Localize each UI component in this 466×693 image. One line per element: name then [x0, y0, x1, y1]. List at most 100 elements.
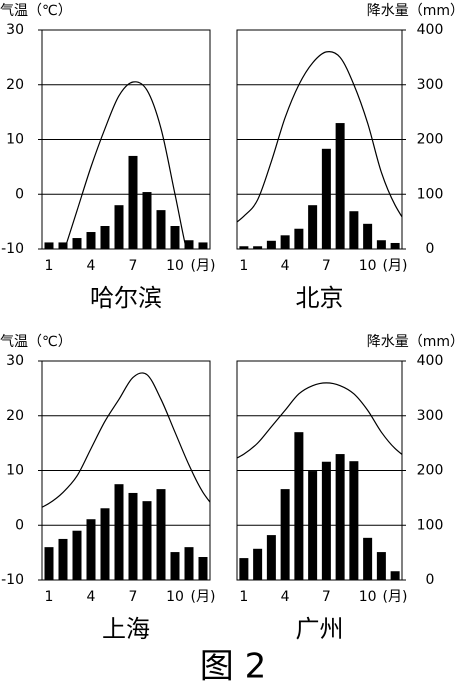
precipitation-bar [376, 240, 386, 249]
plot-area [237, 51, 402, 249]
x-tick-label: 10 [359, 258, 377, 274]
precipitation-bar [100, 226, 110, 249]
precipitation-bar [72, 238, 82, 249]
precipitation-bar [376, 552, 386, 580]
precipitation-bar [390, 242, 400, 249]
plot-frame [236, 360, 403, 581]
precipitation-bar [114, 484, 124, 580]
x-tick-label: 10 [166, 589, 184, 605]
x-tick-label: 7 [322, 258, 331, 274]
x-axis-label: (月) [383, 258, 408, 274]
precipitation-bar [349, 461, 359, 580]
precipitation-bar [280, 489, 290, 580]
plot-frame [236, 29, 403, 250]
x-axis-label: (月) [191, 258, 216, 274]
x-tick-label: 10 [359, 589, 377, 605]
y-tick-label: 0 [15, 517, 24, 533]
precipitation-bar [156, 210, 166, 249]
precipitation-bar [253, 548, 263, 580]
temperature-line [64, 81, 187, 249]
y2-tick-label: 0 [426, 241, 435, 257]
precipitation-bar [294, 228, 304, 249]
y-tick-label: 0 [15, 186, 24, 202]
precipitation-bar [128, 155, 138, 249]
precipitation-bar [86, 519, 96, 580]
precipitation-bar [44, 547, 54, 580]
precipitation-bar [100, 508, 110, 580]
x-tick-label: 7 [322, 589, 331, 605]
y-tick-label: 10 [6, 463, 24, 479]
x-tick-label: 7 [129, 589, 138, 605]
y2-tick-label: 300 [417, 77, 444, 93]
temperature-line [237, 382, 402, 459]
precipitation-bar [363, 223, 373, 249]
y-axis-label: 气温（℃） [0, 3, 72, 19]
precipitation-bar [198, 557, 208, 580]
x-tick-label: 4 [87, 589, 96, 605]
temperature-line [237, 51, 402, 223]
plot-area [44, 81, 208, 249]
x-tick-label: 7 [129, 258, 138, 274]
x-tick-label: 1 [239, 258, 248, 274]
x-tick-label: 1 [239, 589, 248, 605]
precipitation-bar [128, 492, 138, 580]
precipitation-bar [58, 538, 68, 580]
y-tick-label: 10 [6, 132, 24, 148]
precipitation-bar [390, 571, 400, 580]
precipitation-bar [156, 489, 166, 580]
precipitation-bar [44, 242, 54, 249]
precipitation-bar [170, 226, 180, 249]
precipitation-bar [321, 461, 331, 580]
chart-title: 上海 [102, 615, 150, 643]
precipitation-bar [321, 148, 331, 249]
y2-tick-label: 200 [417, 132, 444, 148]
precipitation-bar [335, 123, 345, 249]
y2-tick-label: 100 [417, 186, 444, 202]
y2-tick-label: 400 [417, 353, 444, 369]
precipitation-bar [239, 558, 249, 580]
precipitation-bar [363, 537, 373, 580]
precipitation-bar [266, 240, 276, 249]
precipitation-bar [294, 432, 304, 580]
y-tick-label: 20 [6, 77, 24, 93]
precipitation-bar [184, 240, 194, 249]
y-tick-label: 30 [6, 353, 24, 369]
x-tick-label: 1 [45, 589, 54, 605]
precipitation-bar [308, 205, 318, 249]
precipitation-bar [170, 552, 180, 580]
precipitation-bar [86, 232, 96, 249]
precipitation-bar [142, 192, 152, 249]
precipitation-bar [58, 242, 68, 249]
precipitation-bar [239, 246, 249, 249]
precipitation-bar [114, 205, 124, 249]
y-tick-label: 20 [6, 408, 24, 424]
plot-area [237, 382, 402, 580]
chart-title: 哈尔滨 [90, 284, 162, 312]
precipitation-bar [198, 242, 208, 249]
y-tick-label: -10 [1, 241, 24, 257]
y2-tick-label: 400 [417, 22, 444, 38]
x-tick-label: 4 [87, 258, 96, 274]
x-tick-label: 10 [166, 258, 184, 274]
y-tick-label: -10 [1, 572, 24, 588]
x-axis-label: (月) [383, 589, 408, 605]
y2-axis-label: 降水量（mm） [367, 3, 464, 19]
y2-tick-label: 100 [417, 517, 444, 533]
precipitation-bar [266, 535, 276, 580]
x-tick-label: 4 [281, 258, 290, 274]
plot-frame [41, 360, 211, 581]
precipitation-bar [72, 530, 82, 580]
figure-caption: 图 2 [200, 647, 266, 687]
precipitation-bar [280, 235, 290, 249]
precipitation-bar [142, 501, 152, 580]
y2-tick-label: 0 [426, 572, 435, 588]
y2-tick-label: 300 [417, 408, 444, 424]
temperature-line [42, 372, 210, 508]
plot-frame [41, 29, 211, 250]
x-tick-label: 4 [281, 589, 290, 605]
precipitation-bar [184, 547, 194, 580]
x-axis-label: (月) [191, 589, 216, 605]
y2-tick-label: 200 [417, 463, 444, 479]
y-axis-label: 气温（℃） [0, 334, 72, 350]
